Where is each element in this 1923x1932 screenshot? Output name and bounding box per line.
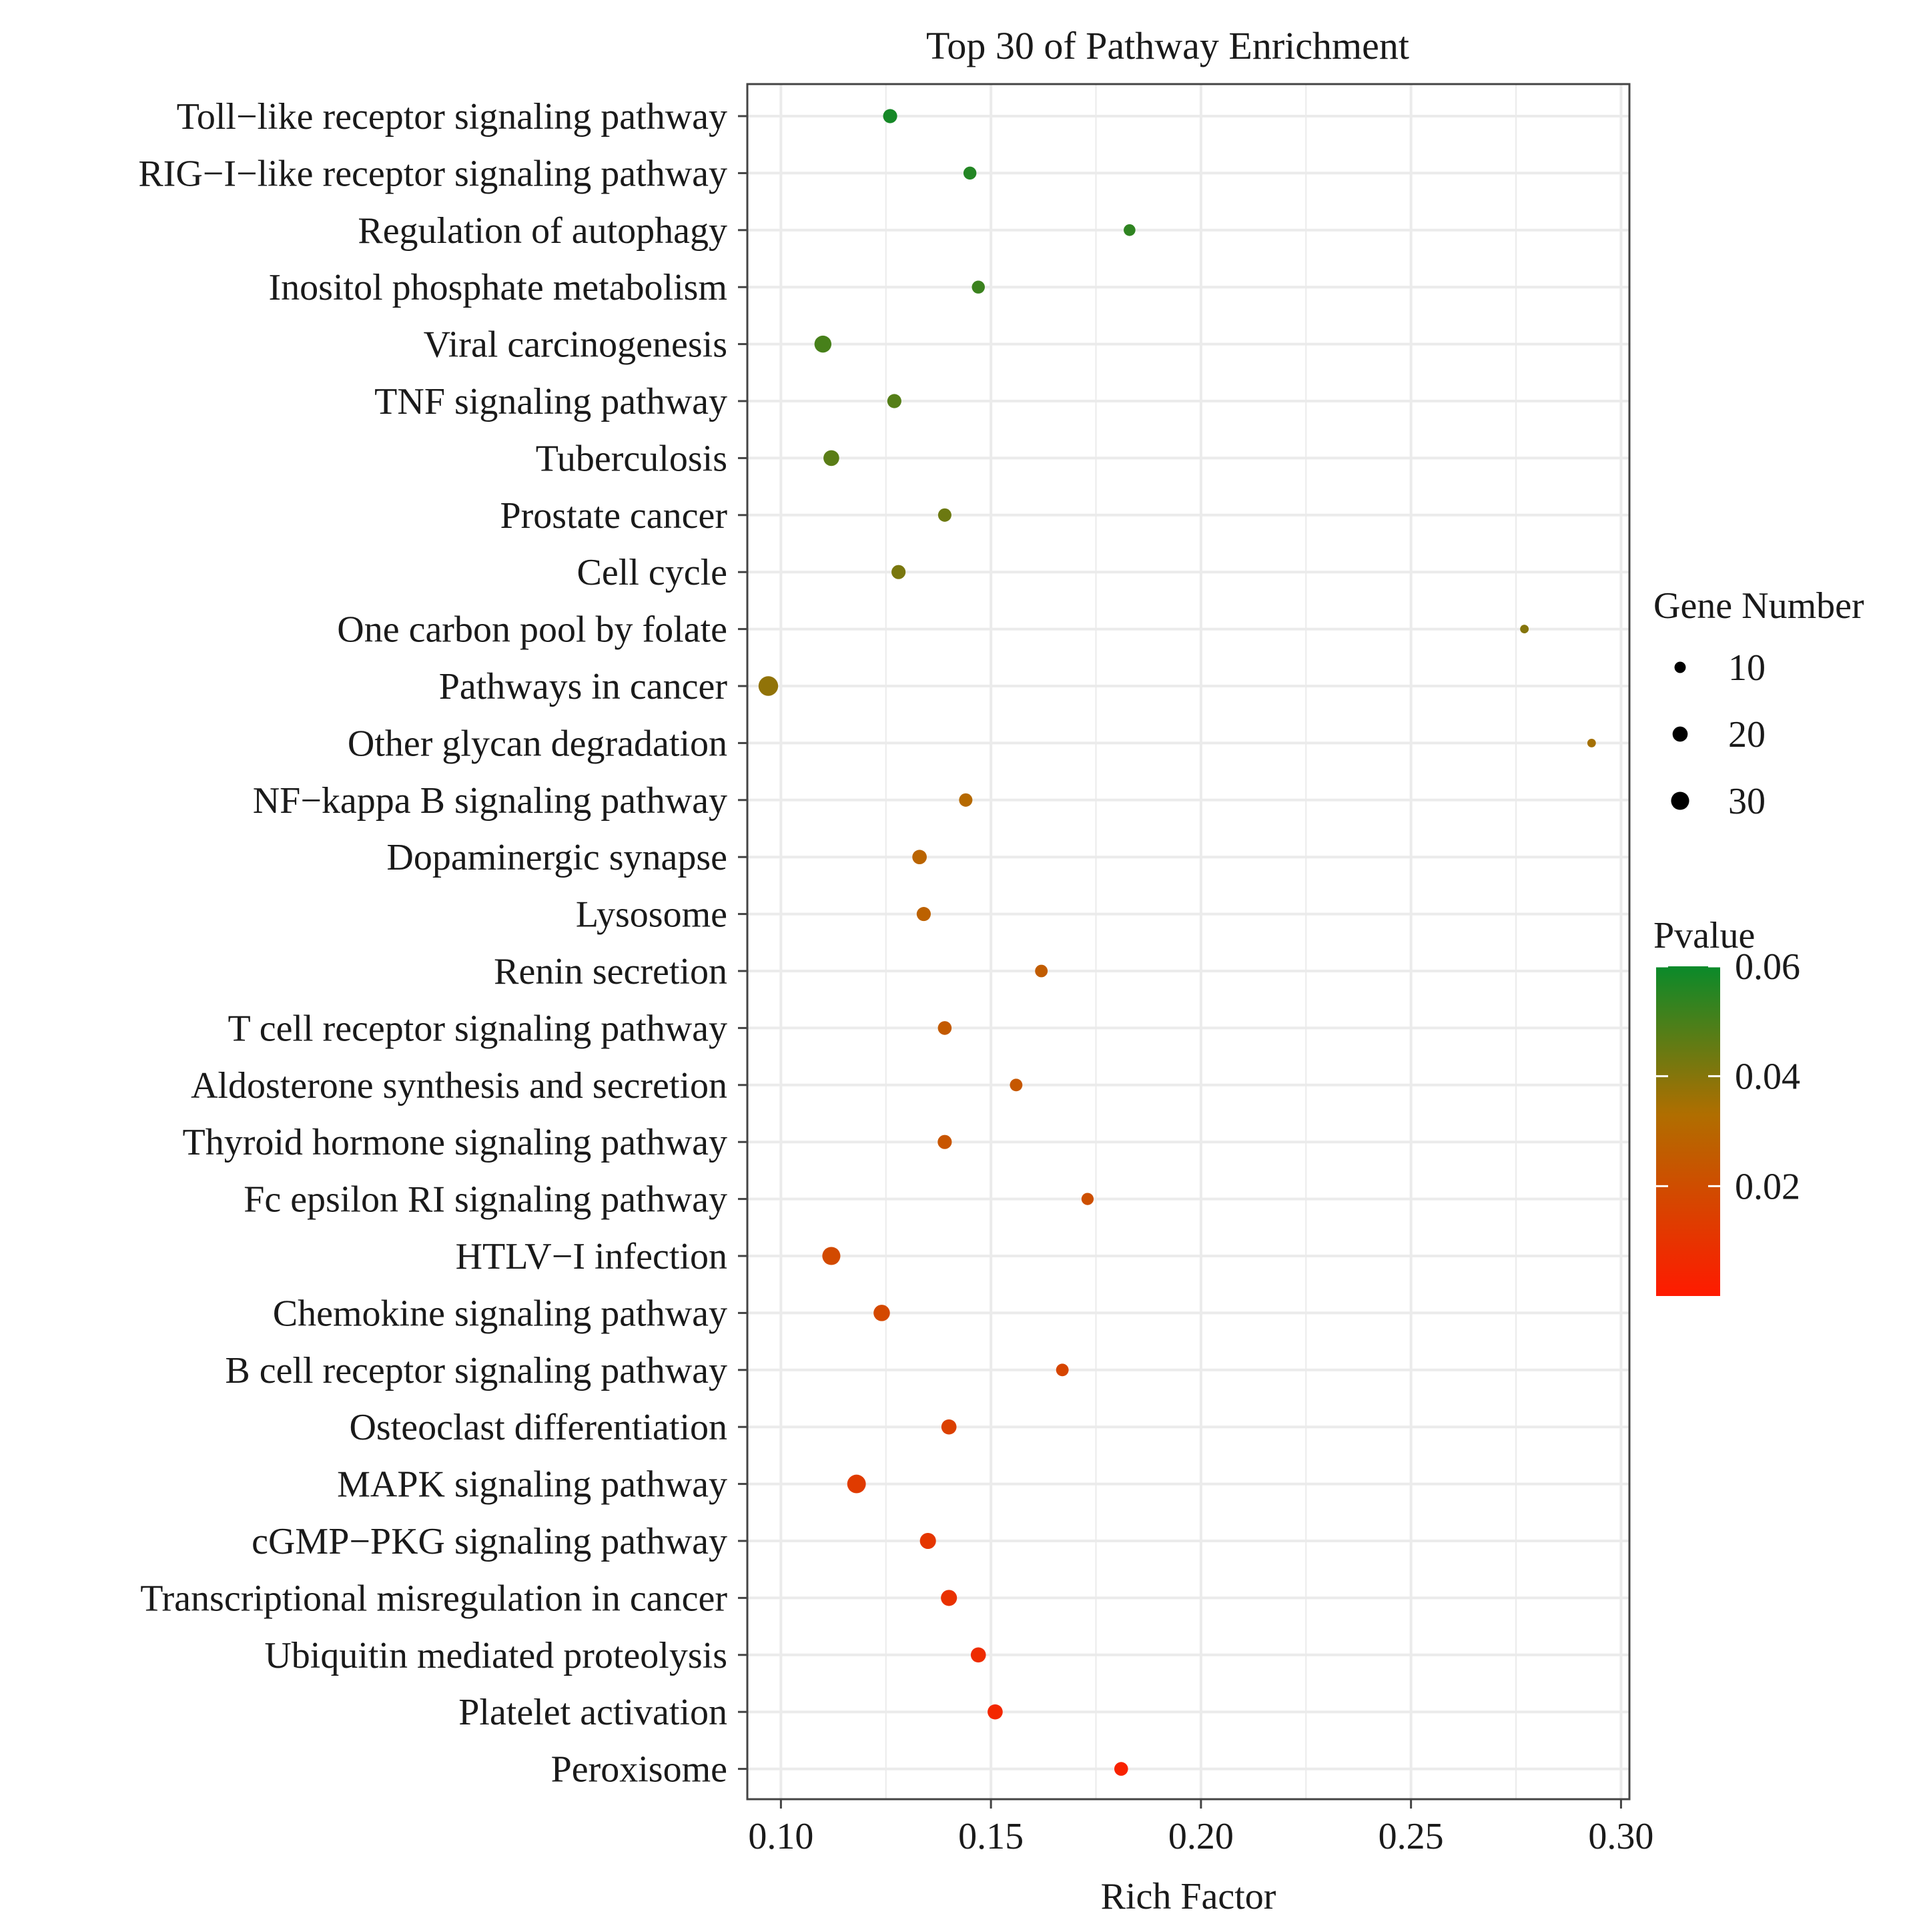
y-axis-labels: Toll−like receptor signaling pathway RIG−… — [138, 96, 747, 1791]
y-tick-label: HTLV−I infection — [456, 1236, 727, 1277]
data-point — [970, 1647, 986, 1663]
y-tick-label: B cell receptor signaling pathway — [225, 1350, 727, 1391]
data-point — [1520, 625, 1529, 634]
data-point — [1124, 224, 1136, 236]
color-legend-label: 0.04 — [1735, 1056, 1800, 1098]
y-tick-label: T cell receptor signaling pathway — [228, 1008, 727, 1049]
y-tick-label: Platelet activation — [458, 1692, 727, 1733]
color-legend: 0.06 0.04 0.02 — [1656, 946, 1800, 1296]
y-tick-label: Renin secretion — [494, 951, 727, 992]
y-tick-label: TNF signaling pathway — [374, 381, 727, 422]
x-axis-title: Rich Factor — [1101, 1876, 1276, 1917]
size-legend-label: 20 — [1728, 714, 1766, 755]
data-points — [758, 109, 1596, 1776]
color-legend-title: Pvalue — [1653, 915, 1755, 956]
y-tick-label: Toll−like receptor signaling pathway — [177, 96, 727, 137]
data-point — [937, 1021, 952, 1035]
data-point — [963, 166, 977, 180]
data-point — [883, 109, 897, 123]
data-point — [847, 1474, 866, 1494]
size-legend-label: 10 — [1728, 647, 1766, 689]
size-legend: 10 20 30 — [1671, 647, 1766, 822]
size-legend-title: Gene Number — [1653, 585, 1864, 627]
data-point — [1035, 964, 1048, 978]
y-tick-label: Other glycan degradation — [348, 723, 727, 764]
data-point — [916, 907, 931, 922]
data-point — [891, 565, 906, 579]
plot-panel — [747, 84, 1629, 1799]
data-point — [919, 1532, 936, 1550]
y-tick-label: Regulation of autophagy — [358, 210, 727, 252]
y-tick-label: NF−kappa B signaling pathway — [253, 780, 727, 822]
plot-border — [746, 83, 1631, 1801]
color-legend-bar — [1656, 966, 1720, 1296]
size-legend-label: 30 — [1728, 781, 1766, 822]
y-tick-label: Cell cycle — [577, 552, 727, 593]
x-axis-ticks: 0.10 0.15 0.20 0.25 0.30 — [748, 1799, 1653, 1857]
y-tick-label: RIG−I−like receptor signaling pathway — [138, 153, 727, 194]
y-tick-label: Transcriptional misregulation in cancer — [140, 1578, 727, 1619]
y-tick-label: Peroxisome — [551, 1749, 727, 1791]
data-point — [937, 508, 951, 522]
data-point — [822, 1247, 841, 1265]
y-tick-label: Inositol phosphate metabolism — [269, 267, 727, 308]
data-point — [959, 793, 973, 807]
y-tick-label: Dopaminergic synapse — [386, 837, 727, 878]
data-point — [1056, 1363, 1069, 1377]
data-point — [1114, 1762, 1128, 1776]
y-tick-label: Viral carcinogenesis — [424, 324, 727, 366]
y-tick-label: Fc epsilon RI signaling pathway — [244, 1179, 727, 1221]
data-point — [912, 850, 927, 865]
data-point — [823, 450, 839, 466]
y-tick-label: MAPK signaling pathway — [337, 1464, 727, 1506]
y-tick-label: Prostate cancer — [500, 495, 728, 537]
y-tick-label: Osteoclast differentiation — [349, 1407, 727, 1448]
data-point — [988, 1704, 1003, 1720]
x-tick-label: 0.10 — [748, 1816, 813, 1857]
x-tick-label: 0.20 — [1168, 1816, 1234, 1857]
grid-lines — [747, 84, 1629, 1799]
size-legend-dot — [1672, 726, 1688, 742]
data-point — [873, 1305, 890, 1321]
data-point — [941, 1419, 957, 1435]
data-point — [814, 335, 832, 353]
y-tick-label: One carbon pool by folate — [337, 609, 727, 651]
data-point — [887, 394, 901, 408]
chart-title: Top 30 of Pathway Enrichment — [926, 24, 1409, 67]
data-point — [758, 676, 779, 696]
data-point — [937, 1135, 952, 1149]
x-tick-label: 0.15 — [958, 1816, 1024, 1857]
color-legend-label: 0.02 — [1735, 1166, 1800, 1207]
data-point — [1587, 738, 1596, 747]
y-tick-label: Thyroid hormone signaling pathway — [182, 1122, 727, 1163]
data-point — [941, 1590, 957, 1606]
color-legend-label: 0.06 — [1735, 946, 1800, 988]
y-tick-label: Ubiquitin mediated proteolysis — [264, 1635, 727, 1676]
y-tick-label: Pathways in cancer — [439, 666, 728, 707]
data-point — [1081, 1193, 1094, 1205]
size-legend-dot — [1674, 661, 1686, 673]
x-tick-label: 0.25 — [1379, 1816, 1444, 1857]
y-tick-label: Lysosome — [576, 894, 727, 936]
y-tick-label: Chemokine signaling pathway — [273, 1293, 727, 1334]
y-tick-label: Aldosterone synthesis and secretion — [191, 1065, 727, 1106]
x-tick-label: 0.30 — [1588, 1816, 1653, 1857]
size-legend-dot — [1671, 791, 1689, 810]
y-tick-label: Tuberculosis — [536, 438, 727, 479]
data-point — [1010, 1078, 1023, 1092]
y-tick-label: cGMP−PKG signaling pathway — [252, 1521, 727, 1562]
data-point — [972, 280, 985, 294]
